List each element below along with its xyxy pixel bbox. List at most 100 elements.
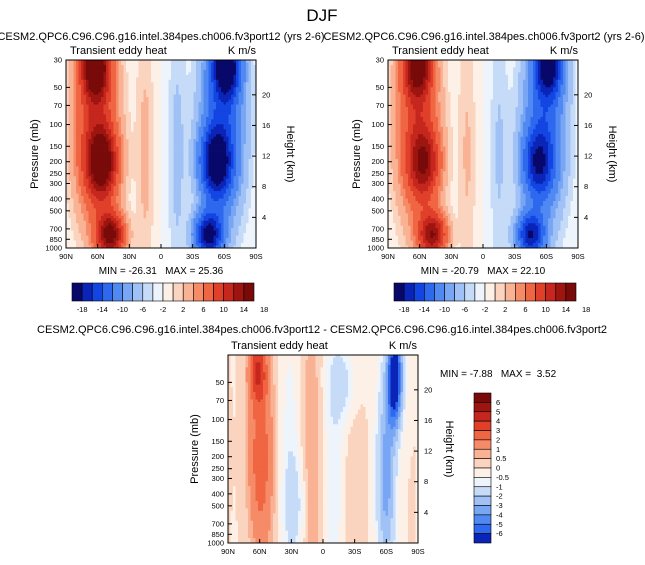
contour-cell xyxy=(243,176,247,180)
contour-cell xyxy=(141,215,144,219)
contour-cell xyxy=(243,161,247,165)
contour-cell xyxy=(118,69,122,73)
contour-cell xyxy=(123,156,127,160)
contour-cell xyxy=(83,186,87,189)
contour-cell xyxy=(196,183,199,187)
contour-cell xyxy=(88,79,92,83)
contour-cell xyxy=(241,208,244,212)
contour-cell xyxy=(191,119,194,123)
contour-cell xyxy=(101,218,104,222)
contour-cell xyxy=(186,201,189,204)
contour-cell xyxy=(178,84,182,88)
contour-cell xyxy=(111,151,114,155)
contour-cell xyxy=(96,94,99,98)
contour-cell xyxy=(143,124,147,128)
contour-cell xyxy=(231,188,234,192)
contour-cell xyxy=(208,74,212,78)
contour-cell xyxy=(153,97,157,100)
contour-cell xyxy=(161,181,164,185)
contour-cell xyxy=(226,79,229,83)
contour-cell xyxy=(176,94,179,98)
contour-cell xyxy=(211,151,214,155)
contour-cell xyxy=(123,193,127,197)
contour-cell xyxy=(101,213,104,217)
contour-cell xyxy=(176,149,179,152)
contour-cell xyxy=(113,198,117,202)
contour-cell xyxy=(221,156,224,160)
contour-cell xyxy=(118,171,122,175)
contour-cell xyxy=(183,116,187,120)
contour-cell xyxy=(161,205,164,209)
contour-cell xyxy=(241,158,244,162)
contour-cell xyxy=(133,213,137,217)
contour-cell xyxy=(236,166,239,170)
contour-cell xyxy=(163,156,167,160)
contour-cell xyxy=(93,191,97,194)
contour-cell xyxy=(186,102,189,105)
contour-cell xyxy=(233,158,237,162)
contour-cell xyxy=(206,176,209,180)
contour-cell xyxy=(133,72,137,76)
contour-cell xyxy=(81,72,84,76)
contour-cell xyxy=(211,94,214,98)
contour-cell xyxy=(86,154,89,157)
contour-cell xyxy=(156,205,159,209)
contour-cell xyxy=(86,62,89,66)
contour-cell xyxy=(116,149,119,152)
contour-cell xyxy=(98,144,102,147)
contour-cell xyxy=(133,67,137,71)
contour-cell xyxy=(116,111,119,115)
contour-cell xyxy=(98,131,102,135)
contour-cell xyxy=(196,166,199,170)
contour-cell xyxy=(196,114,199,118)
contour-cell xyxy=(133,203,137,207)
contour-cell xyxy=(173,149,177,152)
contour-cell xyxy=(118,77,122,81)
contour-cell xyxy=(211,161,214,165)
contour-cell xyxy=(116,188,119,192)
contour-cell xyxy=(123,64,127,68)
contour-cell xyxy=(76,198,79,202)
contour-cell xyxy=(191,77,194,81)
contour-cell xyxy=(143,205,147,209)
contour-cell xyxy=(166,218,169,222)
contour-cell xyxy=(173,183,177,187)
contour-cell xyxy=(198,62,202,66)
contour-cell xyxy=(138,134,142,138)
contour-cell xyxy=(91,94,94,98)
contour-cell xyxy=(158,149,162,152)
contour-cell xyxy=(218,181,222,185)
contour-cell xyxy=(78,72,82,76)
contour-cell xyxy=(226,218,229,222)
contour-cell xyxy=(98,79,102,83)
contour-cell xyxy=(121,210,124,214)
contour-cell xyxy=(158,97,162,100)
contour-cell xyxy=(171,72,174,76)
contour-cell xyxy=(191,62,194,66)
contour-cell xyxy=(183,220,187,224)
contour-cell xyxy=(163,178,167,182)
contour-cell xyxy=(178,124,182,128)
contour-cell xyxy=(178,166,182,170)
contour-cell xyxy=(221,77,224,81)
contour-cell xyxy=(176,210,179,214)
contour-cell xyxy=(103,134,107,138)
contour-cell xyxy=(163,181,167,185)
contour-cell xyxy=(98,158,102,162)
contour-cell xyxy=(98,62,102,66)
contour-cell xyxy=(226,201,229,204)
contour-cell xyxy=(183,126,187,130)
contour-cell xyxy=(93,144,97,147)
contour-cell xyxy=(81,208,84,212)
contour-cell xyxy=(171,215,174,219)
contour-cell xyxy=(78,210,82,214)
contour-cell xyxy=(166,84,169,88)
contour-cell xyxy=(138,74,142,78)
contour-cell xyxy=(78,146,82,150)
contour-cell xyxy=(181,131,184,135)
contour-cell xyxy=(238,82,242,86)
contour-cell xyxy=(143,116,147,120)
contour-cell xyxy=(228,149,232,152)
contour-cell xyxy=(243,136,247,140)
